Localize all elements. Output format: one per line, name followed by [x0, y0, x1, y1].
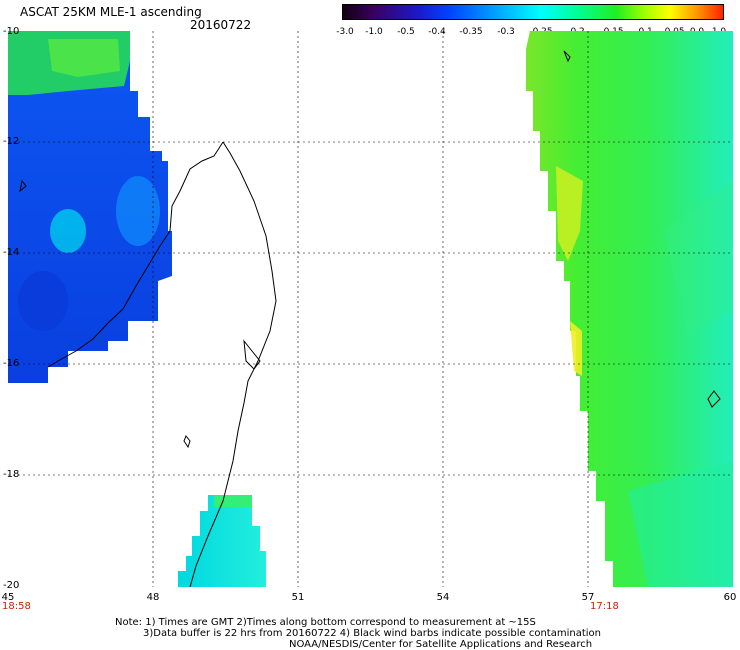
right-swath: [526, 31, 733, 587]
colorbar-label: -0.4: [428, 27, 446, 37]
map-grid: [8, 31, 733, 587]
bottom-swath: [178, 495, 266, 587]
swath-time-right: 17:18: [590, 601, 619, 612]
colorbar-label: -0.35: [459, 27, 483, 37]
lon-label: 48: [146, 592, 160, 603]
swath-time-left: 18:58: [2, 601, 31, 612]
map-date: 20160722: [190, 18, 252, 32]
lon-label: 45: [1, 592, 15, 603]
lon-label: 54: [436, 592, 450, 603]
lon-label: 51: [291, 592, 305, 603]
lat-label: -18: [3, 469, 20, 480]
lon-label: 57: [581, 592, 595, 603]
footer-credit: NOAA/NESDIS/Center for Satellite Applica…: [289, 639, 593, 650]
lat-label: -12: [3, 136, 20, 147]
map-title: ASCAT 25KM MLE-1 ascending: [20, 5, 202, 19]
left-swath: [8, 31, 172, 383]
colorbar-label: -0.3: [497, 27, 515, 37]
map-plot: [8, 31, 733, 587]
footer-note-2: 3)Data buffer is 22 hrs from 20160722 4)…: [143, 628, 601, 639]
colorbar-label: -1.0: [365, 27, 383, 37]
lat-label: -10: [3, 26, 20, 37]
lat-label: -20: [3, 580, 20, 591]
coastline: [19, 50, 721, 587]
colorbar-label: -0.5: [397, 27, 415, 37]
colorbar-label: -3.0: [336, 27, 354, 37]
colorbar: [342, 4, 724, 20]
lat-label: -16: [3, 358, 20, 369]
lat-label: -14: [3, 247, 20, 258]
lon-label: 60: [723, 592, 737, 603]
footer-note-1: Note: 1) Times are GMT 2)Times along bot…: [115, 617, 536, 628]
